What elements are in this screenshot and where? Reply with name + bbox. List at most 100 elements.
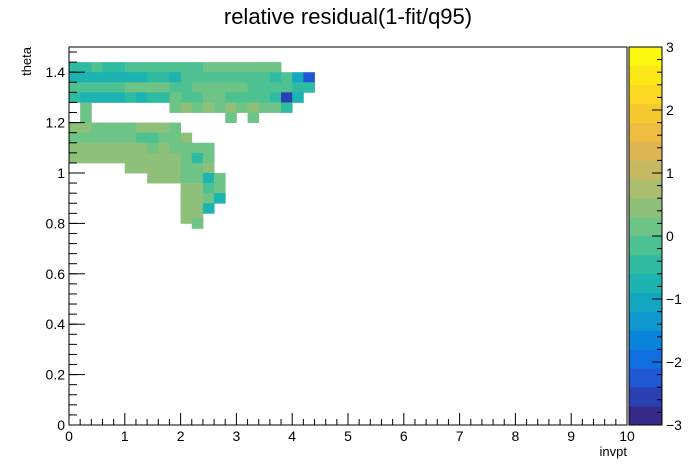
heatmap-cell xyxy=(269,62,282,73)
heatmap-cell xyxy=(191,92,204,103)
y-tick-label: 1.4 xyxy=(46,64,66,80)
colorbar-segment xyxy=(629,311,662,331)
heatmap-cell xyxy=(292,92,304,103)
heatmap-cell xyxy=(292,72,304,83)
heatmap-cell xyxy=(247,72,260,83)
heatmap-cell xyxy=(80,112,92,123)
heatmap-cell xyxy=(269,72,282,83)
heatmap-cell xyxy=(91,142,103,154)
heatmap-cell xyxy=(124,62,137,73)
y-axis: 0 0.2 0.4 0.6 0.8 1 1.2 1.4 xyxy=(46,51,85,433)
heatmap-cell xyxy=(102,92,115,103)
heatmap-cell xyxy=(292,82,304,93)
heatmap-cell xyxy=(124,152,137,164)
heatmap-cell xyxy=(113,132,126,144)
heatmap-cell xyxy=(135,142,148,154)
heatmap-cell xyxy=(191,183,204,194)
colorbar-segment xyxy=(629,217,662,237)
x-tick-label: 3 xyxy=(233,428,241,444)
heatmap-cell xyxy=(113,62,126,73)
colorbar-segment xyxy=(629,330,662,350)
heatmap-cell xyxy=(180,142,193,154)
x-tick-label: 5 xyxy=(344,428,352,444)
heatmap-cell xyxy=(69,152,81,164)
colorbar-tick-label: 3 xyxy=(666,39,674,55)
heatmap-cell xyxy=(191,218,204,229)
heatmap-cell xyxy=(135,82,148,93)
heatmap-cell xyxy=(191,102,204,113)
heatmap-cell xyxy=(225,72,237,83)
heatmap-cell xyxy=(225,92,237,103)
heatmap-cell xyxy=(169,82,181,93)
heatmap-cell xyxy=(202,72,215,83)
heatmap-cell xyxy=(191,173,204,184)
heatmap-cell xyxy=(269,92,282,103)
heatmap-cell xyxy=(214,72,226,83)
heatmap-cell xyxy=(91,132,103,144)
heatmap-cell xyxy=(169,132,181,144)
heatmap-cell xyxy=(169,142,181,154)
heatmap-cell xyxy=(69,72,81,83)
heatmap-cell xyxy=(158,132,170,144)
heatmap-cell xyxy=(91,122,103,134)
colorbar-segment xyxy=(629,236,662,256)
heatmap-cell xyxy=(180,183,193,194)
colorbar-segment xyxy=(629,179,662,199)
colorbar-segment xyxy=(629,122,662,142)
colorbar-tick-label: 0 xyxy=(666,228,674,244)
heatmap-cell xyxy=(102,132,115,144)
colorbar-segment xyxy=(629,141,662,161)
y-tick-label: 1.2 xyxy=(46,115,66,131)
heatmap-cell xyxy=(91,82,103,93)
heatmap-cell xyxy=(147,72,159,83)
heatmap-cell xyxy=(225,102,237,113)
heatmap-cell xyxy=(158,122,170,134)
heatmap-cell xyxy=(169,102,181,113)
heatmap-cell xyxy=(202,82,215,93)
heatmap-cell xyxy=(202,152,215,164)
heatmap-cell xyxy=(169,72,181,83)
heatmap-cell xyxy=(303,72,315,83)
colorbar-segment xyxy=(629,160,662,180)
heatmap-cell xyxy=(80,92,92,103)
heatmap-cell xyxy=(169,92,181,103)
heatmap-cell xyxy=(202,102,215,113)
colorbar-segment xyxy=(629,84,662,104)
heatmap-cell xyxy=(158,173,170,184)
heatmap-cell xyxy=(158,82,170,93)
heatmap-cell xyxy=(202,92,215,103)
heatmap-cell xyxy=(214,62,226,73)
x-tick-label: 4 xyxy=(288,428,296,444)
heatmap-cell xyxy=(69,142,81,154)
heatmap-cell xyxy=(102,72,115,83)
heatmap-cell xyxy=(202,183,215,194)
heatmap-cell xyxy=(147,82,159,93)
heatmap-cells xyxy=(69,62,315,229)
heatmap-cell xyxy=(258,82,271,93)
x-tick-label: 10 xyxy=(619,428,635,444)
heatmap-cell xyxy=(113,142,126,154)
heatmap-cell xyxy=(135,162,148,174)
heatmap-cell xyxy=(180,92,193,103)
heatmap-cell xyxy=(158,162,170,174)
heatmap-cell xyxy=(102,82,115,93)
x-tick-label: 8 xyxy=(512,428,520,444)
heatmap-cell xyxy=(124,72,137,83)
heatmap-cell xyxy=(191,193,204,204)
heatmap-cell xyxy=(147,92,159,103)
heatmap-cell xyxy=(202,193,215,204)
heatmap-cell xyxy=(236,62,248,73)
heatmap-cell xyxy=(258,72,271,83)
heatmap-cell xyxy=(191,62,204,73)
heatmap-cell xyxy=(102,62,115,73)
heatmap-cell xyxy=(169,173,181,184)
heatmap-cell xyxy=(214,183,226,194)
x-tick-label: 1 xyxy=(121,428,129,444)
heatmap-cell xyxy=(247,102,260,113)
heatmap-cell xyxy=(169,152,181,164)
heatmap-cell xyxy=(180,162,193,174)
heatmap-cell xyxy=(135,122,148,134)
colorbar-segment xyxy=(629,273,662,293)
heatmap-cell xyxy=(124,92,137,103)
